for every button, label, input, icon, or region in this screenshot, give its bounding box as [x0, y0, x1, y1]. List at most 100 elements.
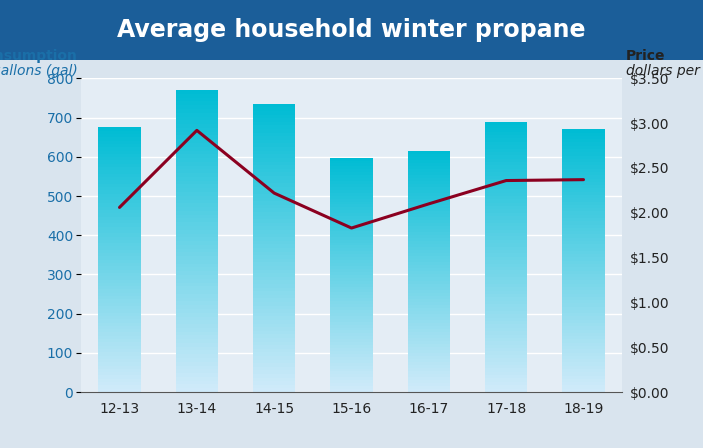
Bar: [562, 369, 605, 372]
Bar: [562, 254, 605, 258]
Bar: [408, 308, 450, 310]
Bar: [176, 245, 218, 249]
Bar: [330, 336, 373, 339]
Bar: [562, 326, 605, 330]
Bar: [485, 365, 527, 368]
Bar: [408, 335, 450, 338]
Bar: [98, 164, 141, 167]
Bar: [330, 278, 373, 280]
Bar: [176, 166, 218, 169]
Bar: [562, 198, 605, 202]
Bar: [485, 318, 527, 321]
Bar: [485, 348, 527, 351]
Bar: [253, 118, 295, 122]
Bar: [176, 207, 218, 211]
Bar: [330, 293, 373, 295]
Bar: [176, 286, 218, 290]
Bar: [562, 215, 605, 218]
Bar: [408, 172, 450, 175]
Bar: [330, 284, 373, 287]
Bar: [253, 302, 295, 306]
Bar: [485, 145, 527, 149]
Bar: [98, 190, 141, 194]
Bar: [562, 303, 605, 306]
Bar: [408, 184, 450, 187]
Bar: [253, 223, 295, 226]
Bar: [98, 359, 141, 362]
Bar: [408, 178, 450, 181]
Bar: [485, 176, 527, 179]
Bar: [485, 263, 527, 267]
Bar: [330, 207, 373, 210]
Bar: [98, 177, 141, 180]
Bar: [253, 341, 295, 345]
Bar: [98, 200, 141, 203]
Bar: [176, 230, 218, 233]
Bar: [408, 199, 450, 202]
Bar: [330, 160, 373, 164]
Bar: [562, 323, 605, 326]
Bar: [98, 240, 141, 243]
Bar: [330, 181, 373, 184]
Bar: [98, 213, 141, 217]
Bar: [408, 329, 450, 332]
Bar: [253, 385, 295, 388]
Bar: [253, 140, 295, 143]
Bar: [253, 295, 295, 298]
Bar: [176, 139, 218, 143]
Bar: [176, 226, 218, 230]
Bar: [330, 237, 373, 240]
Bar: [98, 233, 141, 237]
Bar: [330, 327, 373, 331]
Bar: [408, 220, 450, 223]
Bar: [253, 198, 295, 201]
Bar: [176, 317, 218, 320]
Bar: [330, 325, 373, 327]
Bar: [562, 277, 605, 280]
Bar: [98, 369, 141, 372]
Bar: [408, 380, 450, 383]
Bar: [562, 244, 605, 248]
Bar: [562, 346, 605, 349]
Bar: [485, 297, 527, 301]
Bar: [98, 389, 141, 392]
Bar: [330, 242, 373, 246]
Bar: [176, 222, 218, 226]
Bar: [253, 176, 295, 180]
Bar: [253, 331, 295, 334]
Bar: [408, 193, 450, 196]
Bar: [330, 331, 373, 333]
Bar: [253, 226, 295, 230]
Bar: [408, 223, 450, 226]
Bar: [562, 366, 605, 369]
Bar: [485, 267, 527, 270]
Bar: [562, 165, 605, 169]
Bar: [253, 280, 295, 284]
Bar: [485, 257, 527, 260]
Bar: [485, 142, 527, 145]
Bar: [330, 263, 373, 266]
Bar: [562, 241, 605, 244]
Bar: [408, 293, 450, 296]
Bar: [485, 341, 527, 345]
Bar: [408, 190, 450, 193]
Bar: [98, 372, 141, 375]
Bar: [330, 304, 373, 307]
Bar: [330, 216, 373, 219]
Bar: [98, 286, 141, 289]
Bar: [253, 108, 295, 111]
Bar: [562, 169, 605, 172]
Bar: [176, 381, 218, 384]
Bar: [408, 368, 450, 371]
Bar: [485, 284, 527, 287]
Bar: [176, 188, 218, 192]
Bar: [330, 339, 373, 342]
Bar: [330, 333, 373, 336]
Bar: [562, 182, 605, 185]
Bar: [176, 196, 218, 199]
Bar: [330, 196, 373, 198]
Bar: [330, 389, 373, 392]
Bar: [253, 244, 295, 248]
Bar: [330, 210, 373, 213]
Text: dollars per gallon: dollars per gallon: [626, 65, 703, 78]
